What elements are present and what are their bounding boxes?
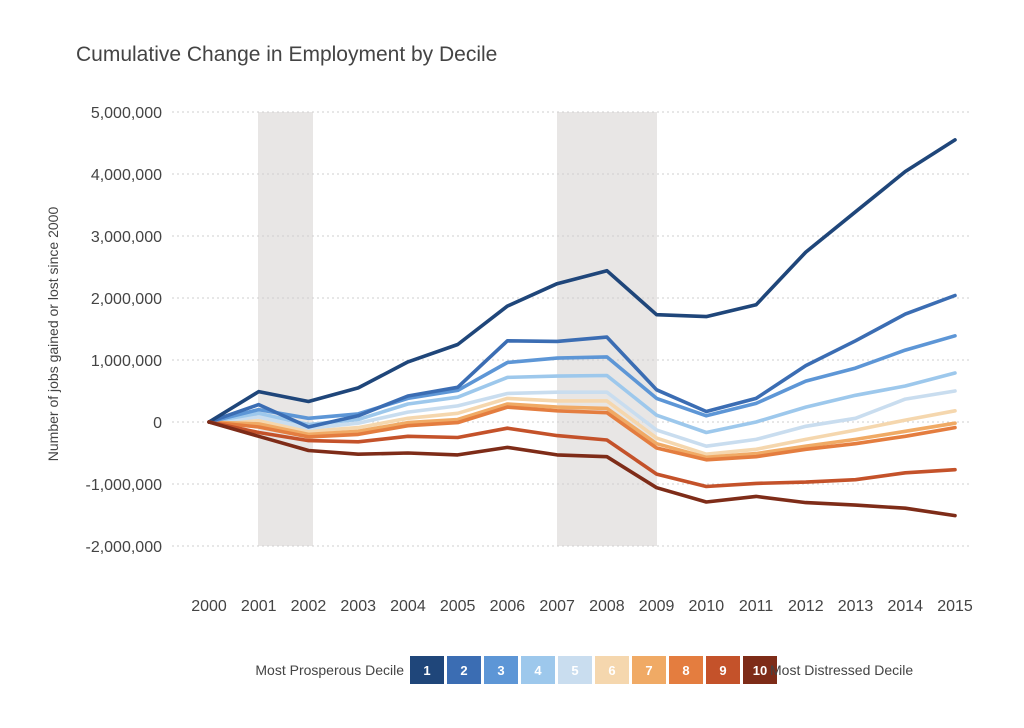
y-tick-label: 0 xyxy=(153,415,162,432)
chart-title: Cumulative Change in Employment by Decil… xyxy=(76,43,497,66)
series-line-decile-10 xyxy=(207,420,957,518)
x-tick-label: 2014 xyxy=(887,598,923,615)
x-tick-label: 2008 xyxy=(589,598,625,615)
x-tick-label: 2009 xyxy=(639,598,675,615)
legend-swatch-decile-5: 5 xyxy=(558,656,592,684)
recession-shading-group xyxy=(258,112,657,546)
employment-line-chart: Cumulative Change in Employment by Decil… xyxy=(45,43,973,615)
y-tick-label: 5,000,000 xyxy=(91,105,162,122)
y-tick-label: -2,000,000 xyxy=(85,539,162,556)
x-tick-label: 2011 xyxy=(739,598,774,615)
legend-swatch-decile-10: 10 xyxy=(743,656,777,684)
y-tick-label: 1,000,000 xyxy=(91,353,162,370)
series-line-decile-2 xyxy=(207,293,957,429)
legend-swatch-decile-9: 9 xyxy=(706,656,740,684)
y-tick-label: -1,000,000 xyxy=(85,477,162,494)
legend-swatch-decile-7: 7 xyxy=(632,656,666,684)
y-tick-label: 3,000,000 xyxy=(91,229,162,246)
legend-swatch-decile-1: 1 xyxy=(410,656,444,684)
x-tick-label: 2013 xyxy=(838,598,874,615)
x-tick-label: 2010 xyxy=(689,598,725,615)
legend-swatch-decile-4: 4 xyxy=(521,656,555,684)
recession-band-2 xyxy=(557,112,657,546)
series-line-decile-9 xyxy=(207,420,957,489)
x-tick-label: 2006 xyxy=(490,598,526,615)
series-line-decile-5 xyxy=(207,389,957,449)
x-tick-label: 2001 xyxy=(241,598,277,615)
y-tick-labels-group: 5,000,000 4,000,000 3,000,000 2,000,000 1,00… xyxy=(85,105,162,556)
series-lines-group xyxy=(207,138,957,518)
legend-swatch-decile-3: 3 xyxy=(484,656,518,684)
legend-swatch-decile-6: 6 xyxy=(595,656,629,684)
x-tick-label: 2000 xyxy=(191,598,227,615)
series-line-decile-1 xyxy=(207,138,957,424)
x-tick-labels-group: 2000 2001 2002 2003 2004 2005 2006 2007 2008 2009… xyxy=(191,598,973,615)
y-tick-label: 4,000,000 xyxy=(91,167,162,184)
x-tick-label: 2004 xyxy=(390,598,426,615)
series-line-decile-7 xyxy=(207,402,957,460)
x-tick-label: 2015 xyxy=(937,598,973,615)
y-tick-label: 2,000,000 xyxy=(91,291,162,308)
legend-swatch-decile-2: 2 xyxy=(447,656,481,684)
series-line-decile-6 xyxy=(207,396,957,457)
y-axis-label: Number of jobs gained or lost since 2000 xyxy=(45,207,61,462)
legend-swatch-decile-8: 8 xyxy=(669,656,703,684)
legend-swatches: 1 2 3 4 5 6 7 8 9 10 xyxy=(410,656,777,684)
legend-right-label: Most Distressed Decile xyxy=(770,662,914,678)
x-tick-label: 2005 xyxy=(440,598,476,615)
x-tick-label: 2012 xyxy=(788,598,824,615)
series-line-decile-8 xyxy=(207,405,957,462)
recession-band-1 xyxy=(258,112,313,546)
legend-left-label: Most Prosperous Decile xyxy=(255,662,404,678)
x-tick-label: 2003 xyxy=(340,598,376,615)
series-line-decile-3 xyxy=(207,333,957,424)
x-tick-label: 2007 xyxy=(539,598,575,615)
legend: Most Prosperous Decile 1 2 3 4 5 6 7 8 9 10 Most … xyxy=(0,656,1024,686)
x-tick-label: 2002 xyxy=(291,598,327,615)
